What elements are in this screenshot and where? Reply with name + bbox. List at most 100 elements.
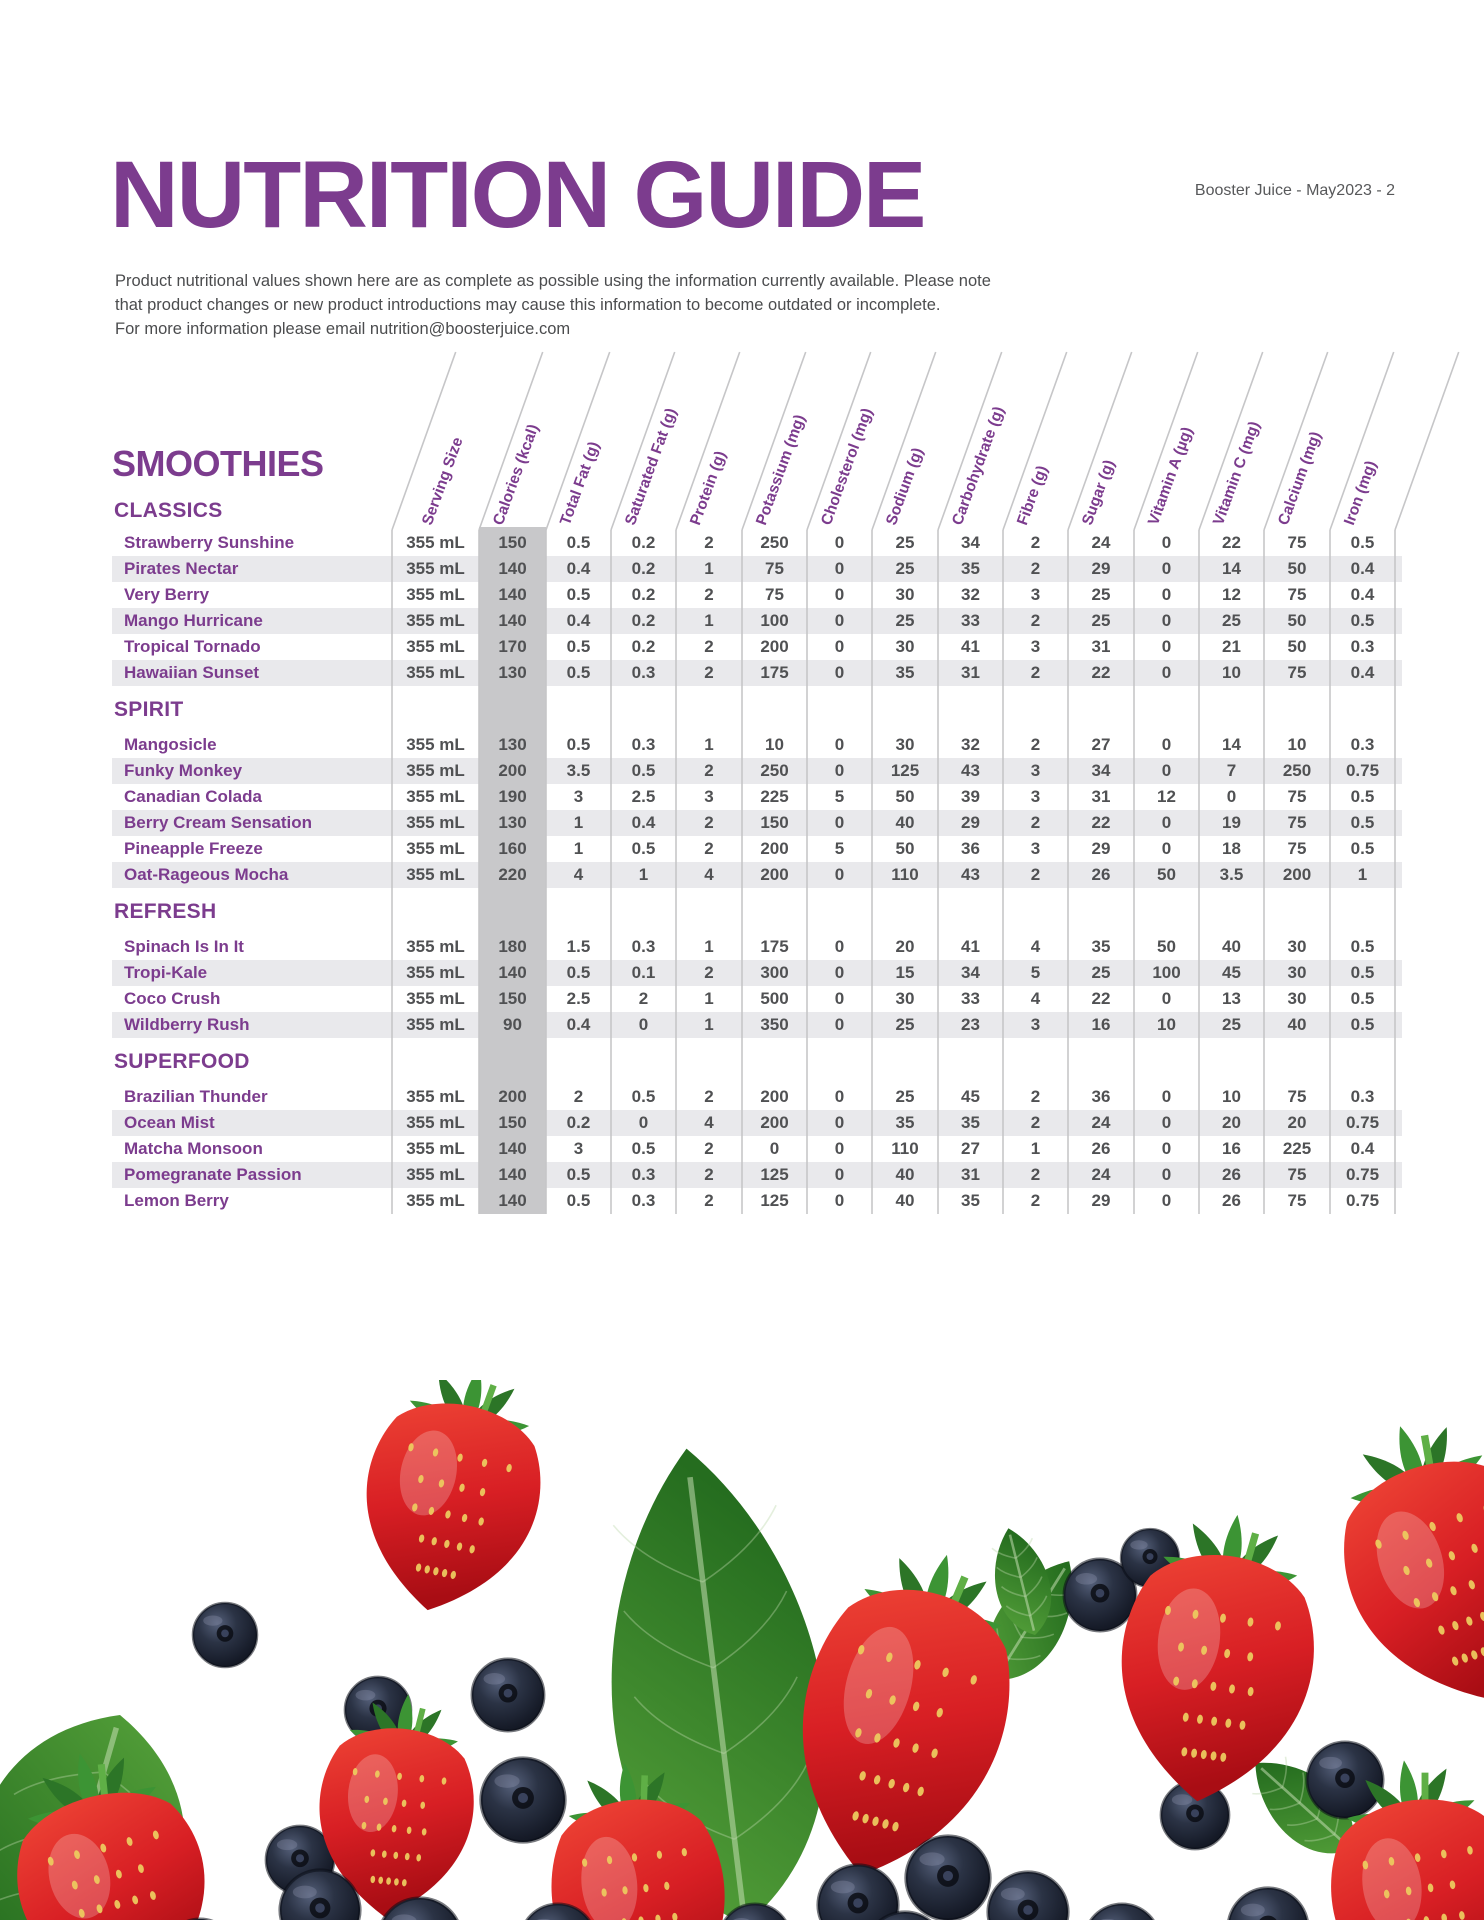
nutrition-value: 3.5 bbox=[1219, 865, 1244, 884]
nutrition-value: 0 bbox=[769, 1139, 780, 1158]
nutrition-value: 23 bbox=[961, 1015, 980, 1034]
nutrition-value: 0 bbox=[834, 1113, 845, 1132]
nutrition-value: 355 mL bbox=[406, 865, 465, 884]
nutrition-value: 0.3 bbox=[631, 663, 656, 682]
nutrition-value: 0.2 bbox=[631, 611, 656, 630]
nutrition-value: 2 bbox=[704, 637, 714, 656]
nutrition-value: 75 bbox=[765, 585, 784, 604]
product-name: Lemon Berry bbox=[124, 1191, 229, 1210]
nutrition-value: 0 bbox=[638, 1113, 649, 1132]
product-name: Mangosicle bbox=[124, 735, 217, 754]
nutrition-value: 200 bbox=[760, 865, 789, 884]
nutrition-value: 1 bbox=[704, 1015, 714, 1034]
nutrition-value: 3 bbox=[1030, 787, 1041, 806]
nutrition-value: 0 bbox=[1161, 585, 1172, 604]
nutrition-value: 2 bbox=[1030, 1165, 1041, 1184]
strawberry-icon bbox=[551, 1763, 725, 1920]
nutrition-value: 50 bbox=[1287, 637, 1307, 656]
nutrition-value: 0.4 bbox=[1350, 559, 1375, 578]
nutrition-value: 0.4 bbox=[631, 813, 656, 832]
nutrition-value: 75 bbox=[1287, 787, 1307, 806]
nutrition-value: 190 bbox=[498, 787, 527, 806]
product-name: Mango Hurricane bbox=[124, 611, 263, 630]
nutrition-value: 0.75 bbox=[1345, 761, 1380, 780]
nutrition-value: 1 bbox=[1030, 1139, 1041, 1158]
nutrition-value: 0.4 bbox=[566, 611, 591, 630]
nutrition-value: 2 bbox=[704, 813, 714, 832]
nutrition-value: 3.5 bbox=[566, 761, 591, 780]
nutrition-value: 1 bbox=[573, 839, 584, 858]
nutrition-value: 175 bbox=[760, 663, 789, 682]
nutrition-value: 3 bbox=[704, 787, 714, 806]
nutrition-value: 40 bbox=[895, 813, 915, 832]
nutrition-value: 27 bbox=[1091, 735, 1111, 754]
nutrition-value: 2 bbox=[704, 1139, 714, 1158]
nutrition-value: 75 bbox=[1287, 663, 1307, 682]
nutrition-value: 1 bbox=[638, 865, 649, 884]
nutrition-value: 2 bbox=[638, 989, 649, 1008]
nutrition-value: 0 bbox=[1161, 663, 1172, 682]
nutrition-value: 125 bbox=[890, 761, 920, 780]
product-name: Matcha Monsoon bbox=[124, 1139, 263, 1158]
nutrition-value: 140 bbox=[498, 963, 527, 982]
nutrition-value: 0.5 bbox=[1350, 839, 1375, 858]
nutrition-value: 1 bbox=[704, 937, 714, 956]
nutrition-value: 0.5 bbox=[566, 963, 591, 982]
blueberry-icon bbox=[1305, 1740, 1385, 1820]
nutrition-value: 1 bbox=[704, 611, 714, 630]
nutrition-value: 0 bbox=[1161, 989, 1172, 1008]
nutrition-value: 0.5 bbox=[566, 1165, 591, 1184]
nutrition-value: 0 bbox=[1161, 839, 1172, 858]
blueberry-icon bbox=[1089, 1902, 1155, 1920]
section-label-classics: CLASSICS bbox=[114, 499, 223, 522]
nutrition-value: 0 bbox=[834, 1087, 845, 1106]
nutrition-value: 0.3 bbox=[631, 1165, 656, 1184]
nutrition-value: 0.5 bbox=[566, 735, 591, 754]
nutrition-value: 50 bbox=[1157, 937, 1176, 956]
nutrition-value: 2 bbox=[704, 761, 714, 780]
nutrition-value: 0 bbox=[1161, 735, 1172, 754]
nutrition-value: 45 bbox=[1222, 963, 1241, 982]
nutrition-value: 3 bbox=[1030, 637, 1041, 656]
nutrition-value: 26 bbox=[1091, 1139, 1111, 1158]
nutrition-value: 160 bbox=[498, 839, 527, 858]
nutrition-value: 200 bbox=[1282, 865, 1312, 884]
nutrition-value: 34 bbox=[1091, 761, 1111, 780]
strawberry-icon bbox=[1331, 1760, 1484, 1920]
nutrition-value: 30 bbox=[895, 585, 915, 604]
nutrition-value: 0.5 bbox=[566, 663, 591, 682]
nutrition-value: 10 bbox=[765, 735, 784, 754]
nutrition-value: 0.5 bbox=[566, 585, 591, 604]
nutrition-value: 40 bbox=[895, 1191, 915, 1210]
nutrition-value: 0.5 bbox=[631, 1139, 656, 1158]
product-name: Brazilian Thunder bbox=[124, 1087, 268, 1106]
nutrition-value: 355 mL bbox=[406, 1165, 465, 1184]
nutrition-value: 0 bbox=[1226, 787, 1237, 806]
nutrition-value: 32 bbox=[961, 585, 980, 604]
nutrition-value: 0 bbox=[1161, 1113, 1172, 1132]
nutrition-value: 180 bbox=[498, 937, 527, 956]
nutrition-value: 1 bbox=[1357, 865, 1368, 884]
nutrition-value: 25 bbox=[1222, 611, 1241, 630]
nutrition-value: 300 bbox=[760, 963, 789, 982]
nutrition-value: 0.3 bbox=[1350, 735, 1375, 754]
nutrition-value: 250 bbox=[760, 761, 789, 780]
nutrition-value: 45 bbox=[961, 1087, 980, 1106]
nutrition-value: 140 bbox=[498, 1139, 527, 1158]
product-name: Very Berry bbox=[124, 585, 210, 604]
nutrition-value: 12 bbox=[1222, 585, 1241, 604]
nutrition-value: 0 bbox=[834, 1015, 845, 1034]
section-label-superfood: SUPERFOOD bbox=[114, 1050, 250, 1073]
nutrition-value: 25 bbox=[895, 559, 915, 578]
nutrition-value: 0.5 bbox=[1350, 1015, 1375, 1034]
basil-leaf-icon bbox=[991, 1528, 1052, 1635]
nutrition-value: 50 bbox=[1157, 865, 1176, 884]
nutrition-value: 0.4 bbox=[1350, 585, 1375, 604]
product-name: Pirates Nectar bbox=[124, 559, 239, 578]
nutrition-value: 0 bbox=[834, 761, 845, 780]
blueberry-icon bbox=[1062, 1557, 1138, 1633]
nutrition-value: 355 mL bbox=[406, 1015, 465, 1034]
nutrition-value: 1.5 bbox=[566, 937, 591, 956]
nutrition-value: 10 bbox=[1222, 1087, 1241, 1106]
